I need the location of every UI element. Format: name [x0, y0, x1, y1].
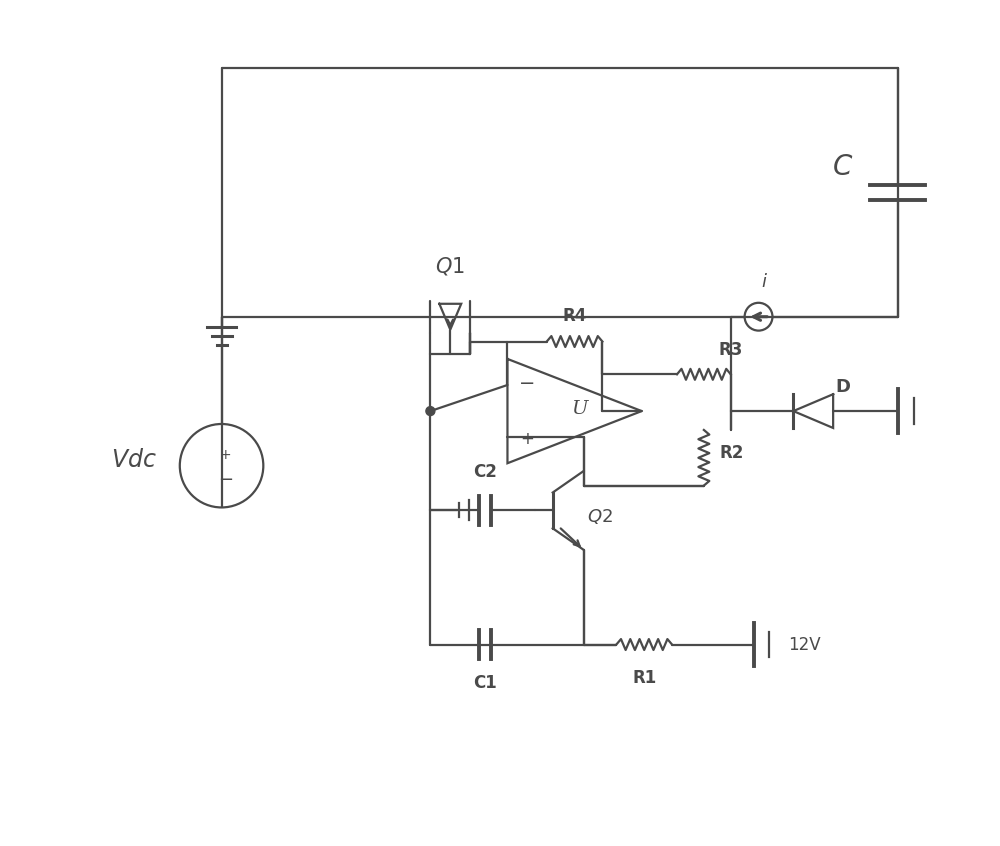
- Text: −: −: [218, 470, 233, 489]
- Circle shape: [426, 407, 435, 415]
- Text: D: D: [836, 378, 851, 396]
- Text: $Q1$: $Q1$: [435, 255, 465, 277]
- Text: $Vdc$: $Vdc$: [111, 449, 157, 472]
- Text: R1: R1: [632, 669, 656, 687]
- Text: R2: R2: [720, 444, 744, 462]
- Text: 12V: 12V: [788, 635, 821, 654]
- Text: C2: C2: [473, 463, 497, 481]
- Text: +: +: [220, 448, 231, 462]
- Text: $i$: $i$: [761, 273, 768, 291]
- Text: +: +: [520, 430, 534, 448]
- Text: R4: R4: [562, 306, 587, 325]
- Text: $Q2$: $Q2$: [587, 507, 612, 526]
- Text: C1: C1: [473, 674, 497, 692]
- Text: $C$: $C$: [832, 154, 854, 181]
- Text: −: −: [519, 374, 536, 393]
- Text: U: U: [571, 400, 588, 418]
- Text: R3: R3: [719, 342, 743, 360]
